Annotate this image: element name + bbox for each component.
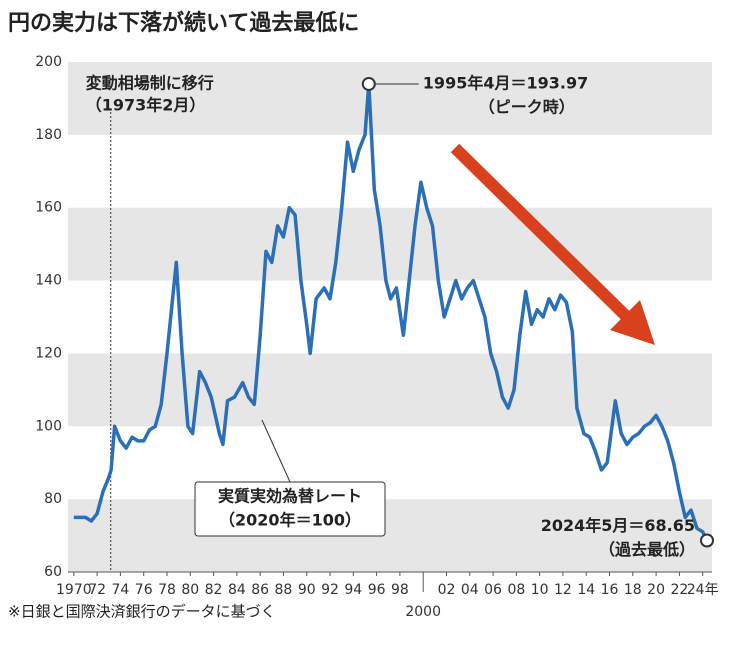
series-label: （2020年＝100） <box>219 511 361 530</box>
x-tick-label: 06 <box>484 582 502 598</box>
trend-arrow <box>450 143 633 323</box>
x-tick-label: 18 <box>624 582 642 598</box>
x-tick-label: 92 <box>321 582 339 598</box>
x-tick-label: 98 <box>391 582 409 598</box>
low-marker <box>699 533 714 548</box>
annotation: （過去最低） <box>599 540 695 559</box>
annotation: （1973年2月） <box>86 96 206 115</box>
peak-marker <box>361 76 376 91</box>
x-tick-label: 94 <box>344 582 362 598</box>
y-tick-label: 200 <box>35 54 62 70</box>
grid-band <box>68 353 712 427</box>
grid-band <box>68 207 712 281</box>
x-tick-label: 12 <box>554 582 572 598</box>
x-tick-label: 90 <box>298 582 316 598</box>
grid-band <box>68 499 712 572</box>
x-tick-label: 80 <box>181 582 199 598</box>
x-tick-label: 10 <box>531 582 549 598</box>
chart-title: 円の実力は下落が続いて過去最低に <box>8 10 359 36</box>
annotation: 変動相場制に移行 <box>86 74 214 93</box>
annotation: 1995年4月＝193.97 <box>423 73 588 92</box>
x-tick-label: 20 <box>647 582 665 598</box>
y-tick-label: 80 <box>44 491 62 507</box>
annotation: （ピーク時） <box>479 97 575 116</box>
x-tick-label: 16 <box>601 582 619 598</box>
x-tick-label: 86 <box>251 582 269 598</box>
x-tick-label: 72 <box>88 582 106 598</box>
x-tick-label: 74 <box>111 582 129 598</box>
label-box <box>194 481 386 537</box>
grid-band <box>68 62 712 135</box>
x-tick-label: 76 <box>135 582 153 598</box>
x-tick-label: 22 <box>670 582 688 598</box>
y-tick-label: 60 <box>44 564 62 580</box>
x-tick-label: 82 <box>205 582 223 598</box>
x-tick-label: 96 <box>368 582 386 598</box>
x-tick-label: 14 <box>577 582 595 598</box>
x-tick-label: 88 <box>275 582 293 598</box>
x-tick-label: 2000 <box>405 604 441 620</box>
footnote: ※日銀と国際決済銀行のデータに基づく <box>8 603 276 621</box>
x-tick-label: 24年 <box>687 582 719 598</box>
y-tick-label: 120 <box>35 345 62 361</box>
y-tick-label: 180 <box>35 127 62 143</box>
y-tick-label: 160 <box>35 200 62 216</box>
x-tick-label: 04 <box>461 582 479 598</box>
x-tick-label: 84 <box>228 582 246 598</box>
x-tick-label: 08 <box>507 582 525 598</box>
y-tick-label: 100 <box>35 418 62 434</box>
x-tick-label: 78 <box>158 582 176 598</box>
line-series <box>73 82 709 542</box>
x-tick-label: 1970 <box>56 582 92 598</box>
series-label: 実質実効為替レート <box>218 487 362 506</box>
y-tick-label: 140 <box>35 273 62 289</box>
trend-arrowhead <box>610 300 655 345</box>
x-tick-label: 02 <box>438 582 456 598</box>
annotation: 2024年5月＝68.65 <box>541 516 695 535</box>
pointer <box>261 419 291 483</box>
